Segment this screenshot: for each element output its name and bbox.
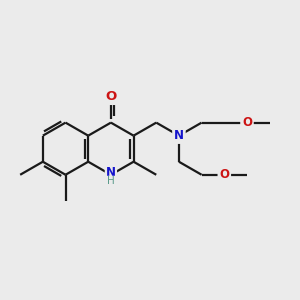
- Text: N: N: [174, 129, 184, 142]
- Text: N: N: [106, 166, 116, 179]
- Text: O: O: [242, 116, 252, 129]
- Text: H: H: [107, 176, 115, 186]
- Text: O: O: [105, 90, 116, 103]
- Text: O: O: [219, 168, 229, 181]
